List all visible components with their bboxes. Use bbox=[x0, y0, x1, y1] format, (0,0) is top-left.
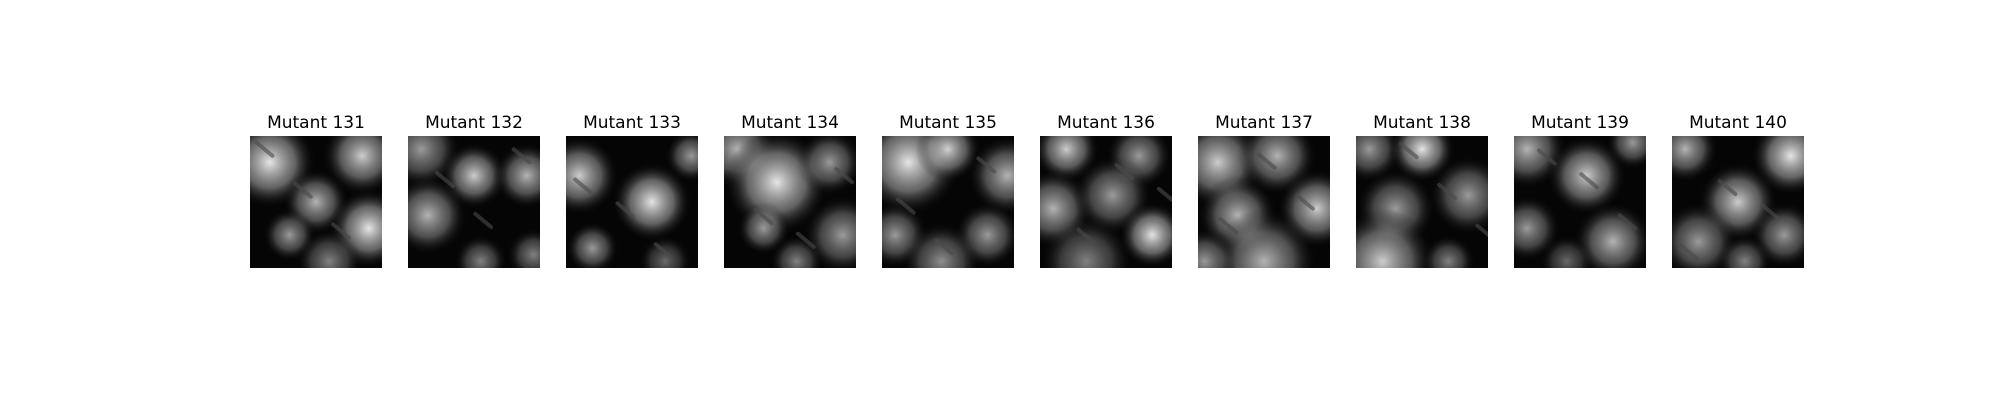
panel-title: Mutant 139 bbox=[1531, 113, 1629, 133]
mutant-texture bbox=[566, 136, 698, 268]
mutant-image bbox=[882, 136, 1014, 268]
mutant-texture bbox=[1514, 136, 1646, 268]
mutant-texture bbox=[250, 136, 382, 268]
mutant-image bbox=[1040, 136, 1172, 268]
mutant-image bbox=[1672, 136, 1804, 268]
panel-title: Mutant 134 bbox=[741, 113, 839, 133]
panel-title: Mutant 132 bbox=[425, 113, 523, 133]
mutant-texture bbox=[1356, 136, 1488, 268]
panel-title: Mutant 133 bbox=[583, 113, 681, 133]
mutant-image bbox=[1356, 136, 1488, 268]
mutant-image bbox=[250, 136, 382, 268]
mutant-image bbox=[724, 136, 856, 268]
mutant-image bbox=[566, 136, 698, 268]
mutant-texture bbox=[882, 136, 1014, 268]
mutant-texture bbox=[408, 136, 540, 268]
mutant-texture bbox=[1040, 136, 1172, 268]
mutant-image bbox=[1514, 136, 1646, 268]
mutant-texture bbox=[1672, 136, 1804, 268]
panel-title: Mutant 138 bbox=[1373, 113, 1471, 133]
panel-title: Mutant 140 bbox=[1689, 113, 1787, 133]
mutant-image bbox=[408, 136, 540, 268]
mutant-texture bbox=[1198, 136, 1330, 268]
panel-title: Mutant 131 bbox=[267, 113, 365, 133]
panel-title: Mutant 136 bbox=[1057, 113, 1155, 133]
mutant-image bbox=[1198, 136, 1330, 268]
mutant-texture bbox=[724, 136, 856, 268]
panel-title: Mutant 135 bbox=[899, 113, 997, 133]
panel-title: Mutant 137 bbox=[1215, 113, 1313, 133]
